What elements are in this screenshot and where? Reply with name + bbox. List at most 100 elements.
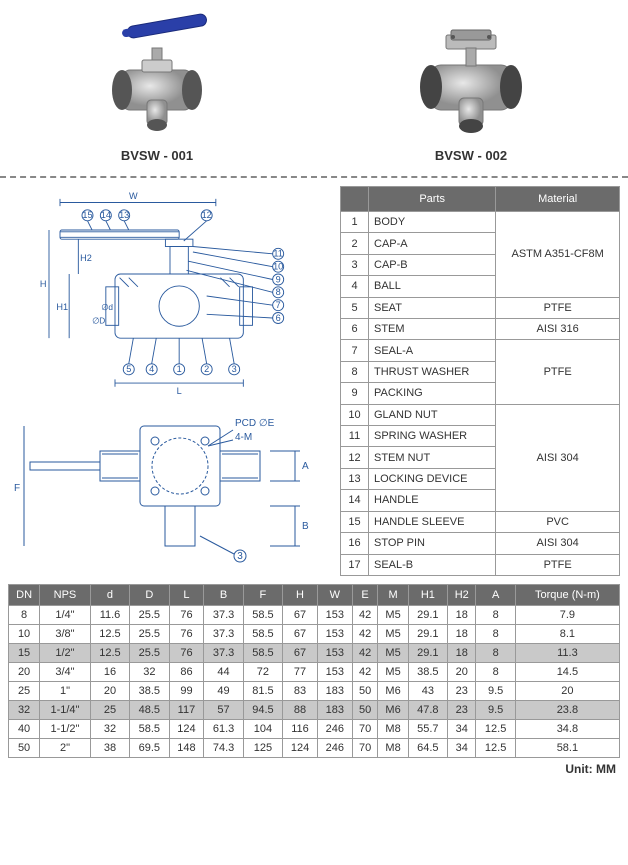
dim-cell: 153 (317, 606, 352, 625)
parts-header-material: Material (496, 187, 620, 212)
parts-name: STEM NUT (369, 447, 496, 468)
dim-header-cell: A (476, 585, 515, 606)
parts-num: 3 (341, 254, 369, 275)
dim-cell: 34 (448, 739, 476, 758)
dim-cell: 67 (283, 644, 318, 663)
dim-cell: 25.5 (130, 606, 169, 625)
dim-row: 103/8"12.525.57637.358.56715342M529.1188… (9, 625, 620, 644)
svg-text:14: 14 (101, 210, 111, 220)
dim-cell: 29.1 (408, 644, 447, 663)
parts-name: SPRING WASHER (369, 426, 496, 447)
dim-row: 203/4"16328644727715342M538.520814.5 (9, 663, 620, 682)
dim-row: 251"2038.5994981.58318350M643239.520 (9, 682, 620, 701)
dim-cell: 246 (317, 720, 352, 739)
parts-name: HANDLE SLEEVE (369, 511, 496, 532)
dim-header-cell: E (352, 585, 378, 606)
dim-cell: 124 (283, 739, 318, 758)
dim-cell: 58.5 (130, 720, 169, 739)
dim-cell: 42 (352, 606, 378, 625)
parts-name: BODY (369, 212, 496, 233)
dim-cell: 23.8 (515, 701, 619, 720)
dim-cell: 57 (204, 701, 243, 720)
dim-header-cell: H1 (408, 585, 447, 606)
parts-num: 4 (341, 276, 369, 297)
dim-cell: 49 (204, 682, 243, 701)
dim-cell: 1/2" (40, 644, 91, 663)
dim-cell: 23 (448, 682, 476, 701)
svg-text:3: 3 (237, 551, 243, 562)
parts-name: HANDLE (369, 490, 496, 511)
dim-cell: 8 (476, 606, 515, 625)
dim-cell: 124 (169, 720, 204, 739)
parts-material: PTFE (496, 554, 620, 576)
dim-cell: 20 (515, 682, 619, 701)
dim-cell: 1-1/4" (40, 701, 91, 720)
dim-cell: 20 (9, 663, 40, 682)
dim-row: 321-1/4"2548.51175794.58818350M647.8239.… (9, 701, 620, 720)
diagram-top: W 15 14 13 12 (8, 186, 332, 406)
middle-section: W 15 14 13 12 (0, 186, 628, 576)
dim-cell: 183 (317, 682, 352, 701)
dim-cell: 11.6 (90, 606, 129, 625)
dim-cell: M8 (378, 720, 408, 739)
dim-cell: 125 (243, 739, 282, 758)
dim-cell: M8 (378, 739, 408, 758)
svg-text:8: 8 (276, 287, 281, 297)
dim-cell: 25 (90, 701, 129, 720)
dim-cell: M6 (378, 682, 408, 701)
dim-cell: 117 (169, 701, 204, 720)
dim-cell: 76 (169, 625, 204, 644)
dim-cell: 25 (9, 682, 40, 701)
dim-cell: 50 (9, 739, 40, 758)
product-2: BVSW - 002 (381, 10, 561, 163)
dim-cell: 12.5 (476, 720, 515, 739)
dim-cell: 29.1 (408, 606, 447, 625)
dim-cell: 12.5 (90, 644, 129, 663)
dim-cell: 8 (476, 663, 515, 682)
parts-name: STOP PIN (369, 533, 496, 554)
dim-row: 81/4"11.625.57637.358.56715342M529.11887… (9, 606, 620, 625)
dim-header-cell: L (169, 585, 204, 606)
parts-table: Parts Material 1BODYASTM A351-CF8M2CAP-A… (340, 186, 620, 576)
dim-cell: 11.3 (515, 644, 619, 663)
dim-cell: 67 (283, 625, 318, 644)
dim-cell: 1" (40, 682, 91, 701)
dim-cell: 94.5 (243, 701, 282, 720)
dim-cell: M6 (378, 701, 408, 720)
dim-cell: 9.5 (476, 701, 515, 720)
product-2-image (381, 10, 561, 140)
parts-row: 1BODYASTM A351-CF8M (341, 212, 620, 233)
parts-num: 17 (341, 554, 369, 576)
divider (0, 176, 628, 178)
dim-cell: 14.5 (515, 663, 619, 682)
dim-cell: 99 (169, 682, 204, 701)
dim-cell: 2" (40, 739, 91, 758)
product-row: BVSW - 001 (0, 0, 628, 168)
dim-cell: 1-1/2" (40, 720, 91, 739)
dim-cell: M5 (378, 606, 408, 625)
parts-name: CAP-A (369, 233, 496, 254)
parts-num: 10 (341, 404, 369, 425)
dim-cell: 15 (9, 644, 40, 663)
parts-row: 10GLAND NUTAISI 304 (341, 404, 620, 425)
dim-cell: 37.3 (204, 644, 243, 663)
parts-name: SEAL-A (369, 340, 496, 361)
dim-cell: 1/4" (40, 606, 91, 625)
diagram-column: W 15 14 13 12 (8, 186, 332, 576)
dim-header: DNNPSdDLBFHWEMH1H2ATorque (N-m) (9, 585, 620, 606)
parts-material: AISI 304 (496, 404, 620, 511)
parts-num: 13 (341, 468, 369, 489)
dim-cell: M5 (378, 663, 408, 682)
dim-header-cell: Torque (N-m) (515, 585, 619, 606)
dim-cell: 58.5 (243, 606, 282, 625)
dim-cell: 70 (352, 739, 378, 758)
dim-cell: M5 (378, 625, 408, 644)
svg-text:7: 7 (276, 300, 281, 310)
dim-cell: 23 (448, 701, 476, 720)
dim-row: 502"3869.514874.312512424670M864.53412.5… (9, 739, 620, 758)
parts-name: SEAT (369, 297, 496, 318)
dim-cell: 9.5 (476, 682, 515, 701)
dim-cell: 16 (90, 663, 129, 682)
dim-cell: 58.5 (243, 644, 282, 663)
svg-text:3: 3 (232, 364, 237, 374)
